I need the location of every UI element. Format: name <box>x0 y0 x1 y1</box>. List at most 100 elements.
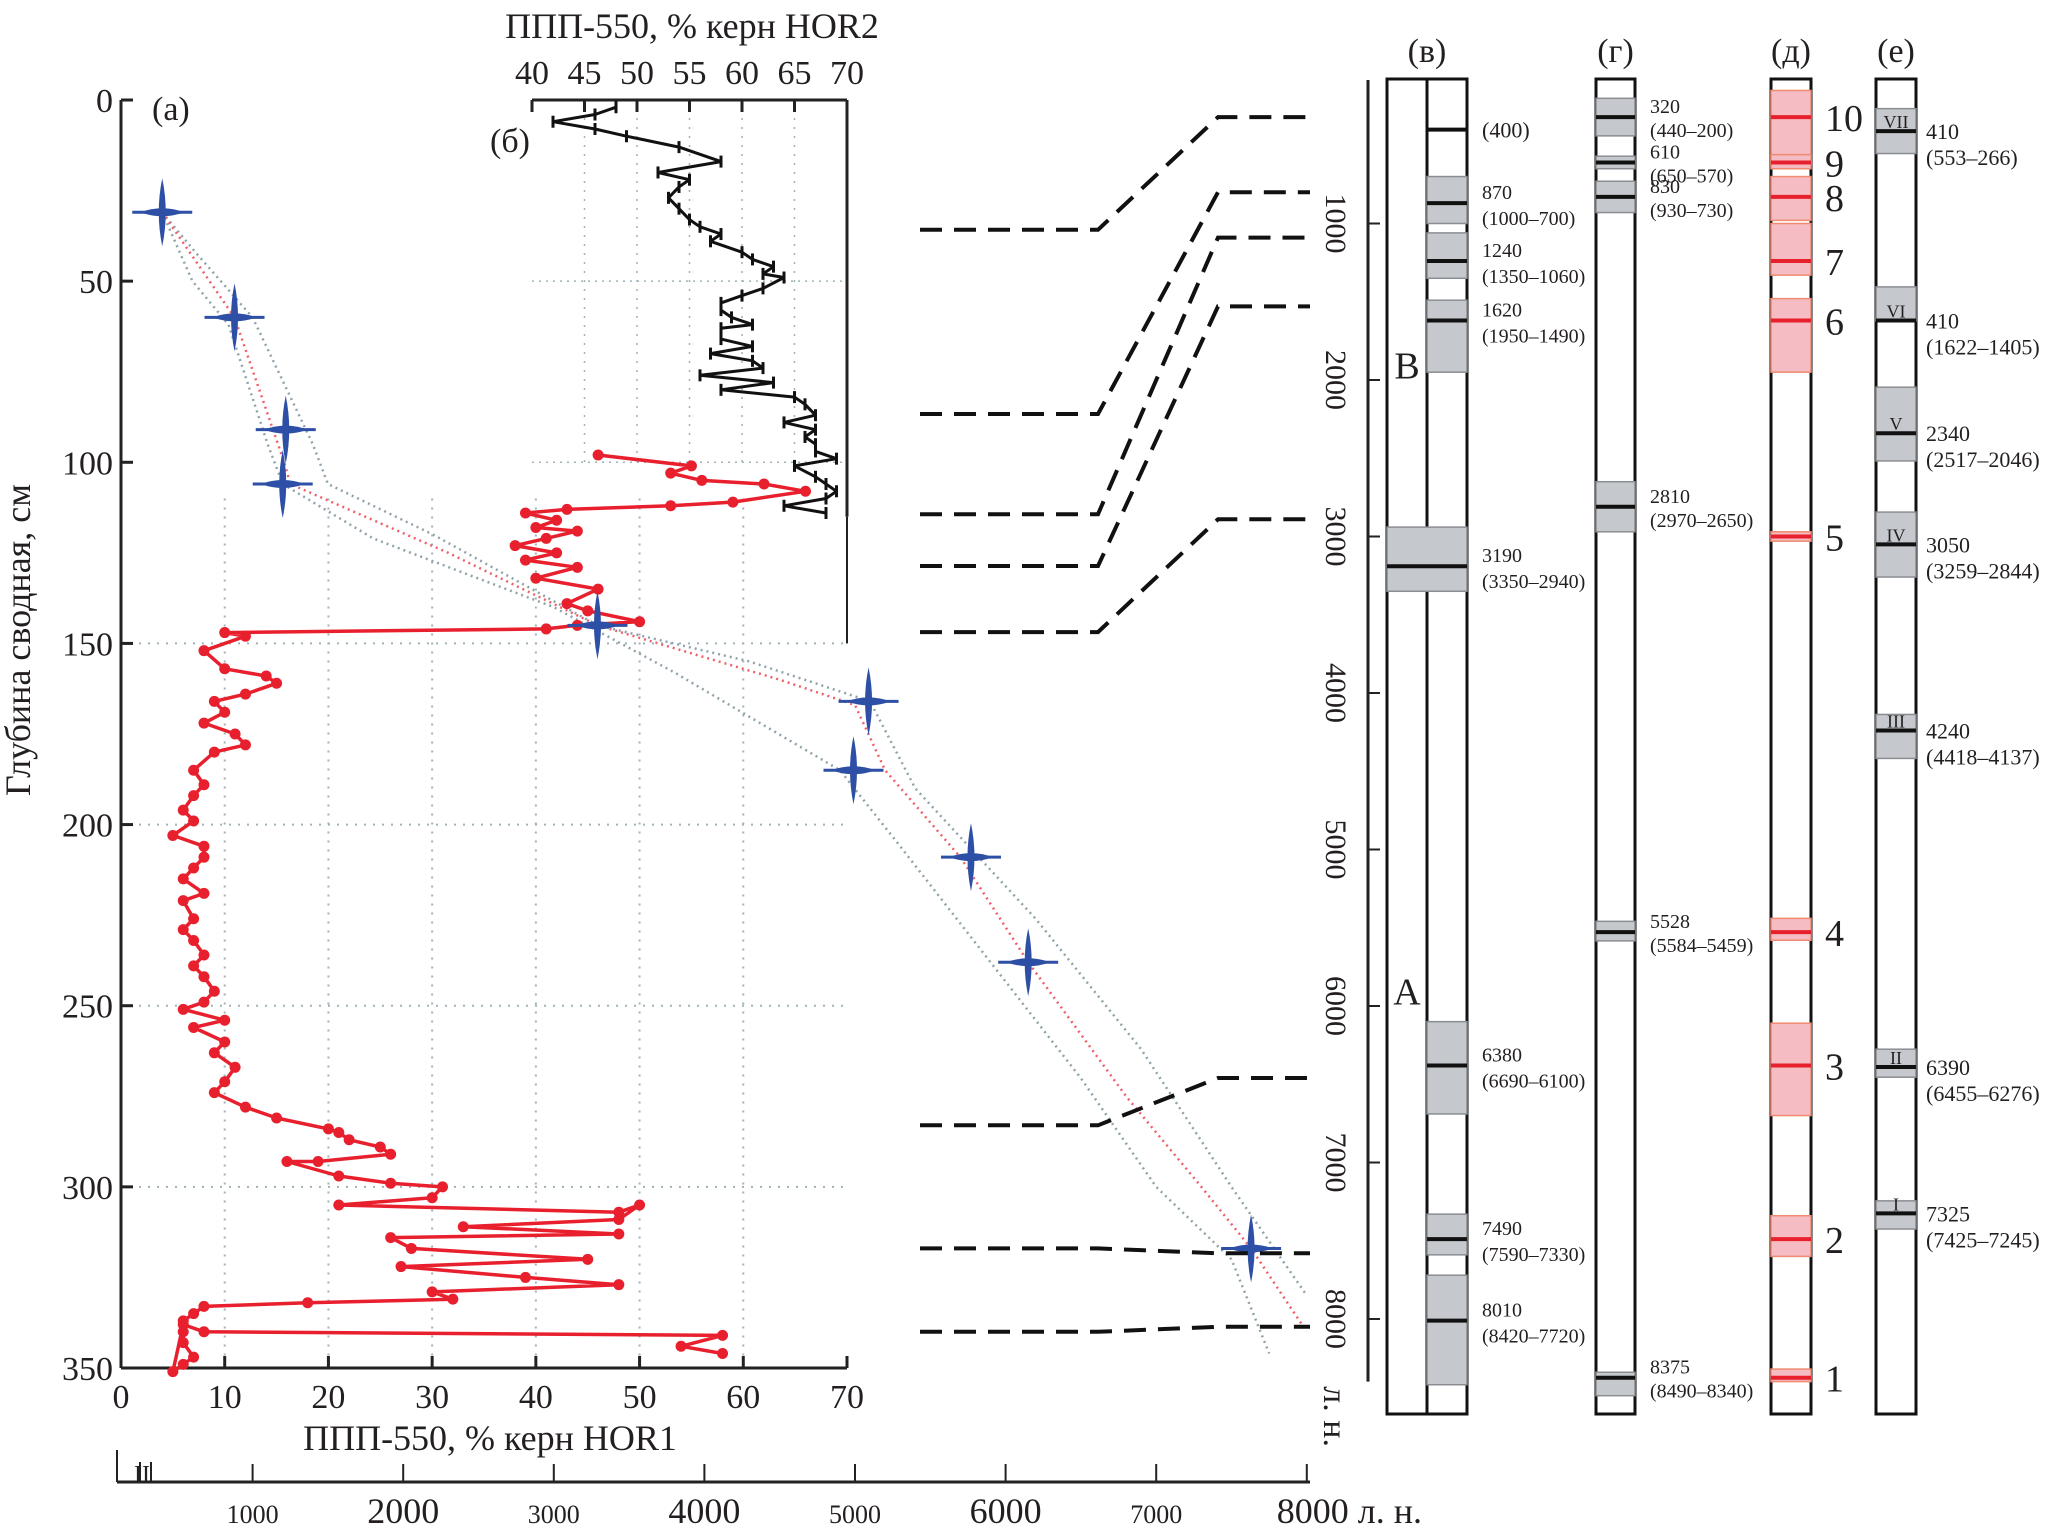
hor1-point <box>571 561 583 573</box>
hor1-point <box>239 1101 251 1113</box>
event-band <box>1770 1214 1812 1258</box>
x-tick-label-hor2: 45 <box>568 55 602 92</box>
calibrated-date-marker <box>838 667 899 736</box>
event-number: 4 <box>1825 913 1844 955</box>
date-range: (7590–7330) <box>1482 1244 1585 1266</box>
column-label: (в) <box>1408 33 1447 70</box>
right-age-tick-label: 1000 <box>1319 194 1352 254</box>
hor1-point <box>665 467 677 479</box>
date-range: (650–570) <box>1650 165 1733 187</box>
roman-label: III <box>1887 712 1905 732</box>
date-label: 5528 <box>1650 911 1690 933</box>
event-number: 9 <box>1825 143 1844 185</box>
event-band <box>1770 917 1812 942</box>
hor2-series <box>551 101 838 520</box>
date-range: (2517–2046) <box>1926 447 2040 472</box>
hor1-point <box>177 1358 189 1370</box>
date-label: 2340 <box>1926 421 1970 446</box>
date-label: 870 <box>1482 182 1512 204</box>
date-label: 8010 <box>1482 1300 1522 1322</box>
date-label: 320 <box>1650 96 1680 118</box>
calibrated-date-marker <box>252 450 313 519</box>
x-tick-label-hor2: 60 <box>725 55 759 92</box>
hor1-point <box>509 540 521 552</box>
x-tick-label-hor1: 70 <box>830 1379 864 1416</box>
bottom-age-marks: II <box>134 1462 150 1488</box>
hor1-point <box>322 1123 334 1135</box>
event-band <box>1770 297 1812 373</box>
y-tick-label: 150 <box>62 626 113 663</box>
date-label: 830 <box>1650 176 1680 198</box>
x-tick-label-hor2: 70 <box>830 55 864 92</box>
hor1-point <box>561 598 573 610</box>
event-number: 2 <box>1825 1220 1844 1262</box>
hor1-point <box>198 1326 210 1338</box>
calibrated-date-marker <box>567 591 628 660</box>
hor1-point <box>717 1329 729 1341</box>
hor1-point <box>260 670 272 682</box>
hor1-point <box>188 1021 200 1033</box>
hor1-point <box>177 1003 189 1015</box>
hor1-point <box>333 1199 345 1211</box>
hor1-point <box>188 1351 200 1363</box>
column-label: (г) <box>1597 33 1634 70</box>
right-age-tick-label: 8000 <box>1319 1289 1352 1349</box>
correlation-line <box>920 304 1310 568</box>
hor1-point <box>271 1112 283 1124</box>
x-tick-label-hor1: 20 <box>311 1379 345 1416</box>
date-band <box>1426 175 1468 225</box>
calibrated-date-marker <box>204 283 265 352</box>
hor1-point <box>229 728 241 740</box>
date-range: (2970–2650) <box>1650 510 1753 532</box>
hor1-point <box>198 1300 210 1312</box>
date-band <box>1386 526 1468 593</box>
chronology-columns: 1000 2000 3000 4000 5000 6000 7000 8000 л. н. (40… <box>1316 33 2040 1447</box>
column-label: (е) <box>1877 33 1915 70</box>
age-tick-label: 1000 <box>227 1500 279 1529</box>
zone-label: A <box>1393 971 1421 1013</box>
date-label: 6380 <box>1482 1044 1522 1066</box>
hor1-point <box>198 887 210 899</box>
hor1-point <box>540 623 552 635</box>
hor1-point <box>177 924 189 936</box>
hor1-point <box>198 779 210 791</box>
date-range: (440–200) <box>1650 120 1733 142</box>
hor1-point <box>457 1221 469 1233</box>
hor1-point <box>198 996 210 1008</box>
text-labels: ППП-550, % керн HOR2 ППП-550, % керн HOR… <box>0 6 879 1488</box>
hor1-point <box>198 840 210 852</box>
date-range: (930–730) <box>1650 200 1733 222</box>
x-tick-label-hor2: 40 <box>515 55 549 92</box>
hor1-point <box>198 717 210 729</box>
date-band <box>1426 1274 1468 1386</box>
hor1-point <box>281 1155 293 1167</box>
age-depth-model <box>161 211 1308 1354</box>
hor1-point <box>167 829 179 841</box>
hor1-point <box>188 913 200 925</box>
roman-label: II <box>1890 1048 1902 1068</box>
hor1-point <box>239 630 251 642</box>
hor1-point <box>519 554 531 566</box>
age-tick-label: 7000 <box>1130 1500 1182 1529</box>
x-tick-label-hor1: 0 <box>113 1379 130 1416</box>
correlation-line <box>920 1324 1310 1334</box>
date-range: (5584–5459) <box>1650 935 1753 957</box>
right-age-unit: л. н. <box>1316 1386 1353 1447</box>
hor1-point <box>385 1148 397 1160</box>
right-age-tick-label: 3000 <box>1319 507 1352 567</box>
hor1-point <box>582 605 594 617</box>
calibrated-date-marker <box>998 928 1059 997</box>
date-range: (4418–4137) <box>1926 745 2040 770</box>
hor1-point <box>188 764 200 776</box>
right-age-tick-label: 4000 <box>1319 663 1352 723</box>
roman-label: VII <box>1884 112 1909 132</box>
column-g-box <box>1594 77 1637 1416</box>
date-band <box>1875 386 1917 462</box>
event-number: 1 <box>1825 1359 1844 1401</box>
event-number: 6 <box>1825 302 1844 344</box>
x-tick-label-hor2: 55 <box>673 55 707 92</box>
hor1-point <box>219 1036 231 1048</box>
date-label: 6390 <box>1926 1055 1970 1080</box>
hor1-point <box>592 583 604 595</box>
date-label: 410 <box>1926 309 1959 334</box>
